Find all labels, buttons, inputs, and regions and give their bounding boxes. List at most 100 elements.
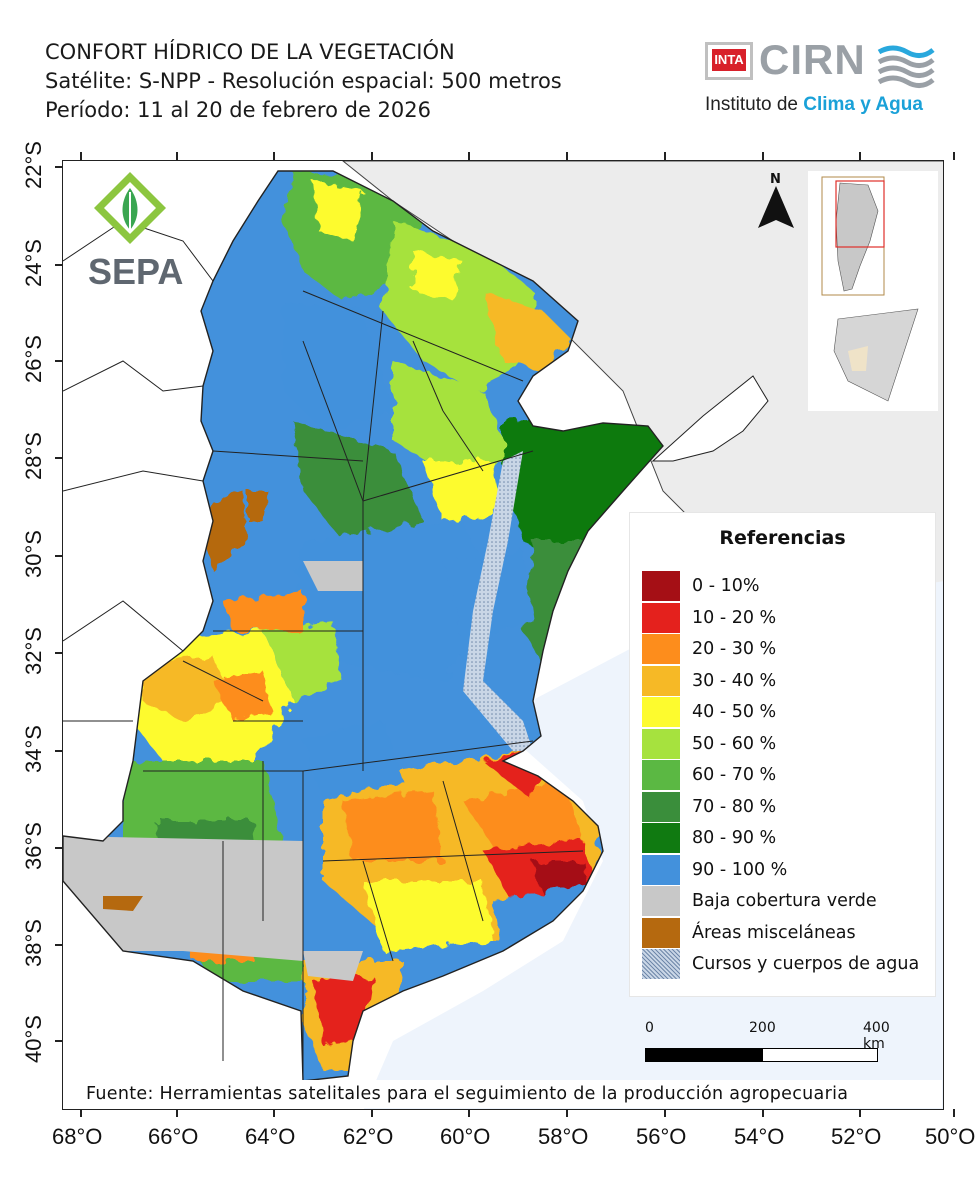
sepa-logo: SEPA [80, 168, 183, 298]
scale-label-200: 200 [749, 1020, 776, 1036]
x-tick-label: 50°O [925, 1124, 975, 1149]
x-tick-mark-top [176, 152, 178, 160]
water-waves-icon [877, 45, 935, 88]
legend-label: Baja cobertura verde [692, 891, 877, 911]
x-tick-mark [176, 1109, 178, 1117]
legend-title: Referencias [719, 527, 846, 549]
x-tick-mark-top [566, 152, 568, 160]
legend-swatch [642, 728, 680, 759]
x-tick-label: 62°O [343, 1124, 394, 1149]
inta-cirn-logo: INTA CIRN Instituto de Clima y Agua [705, 36, 945, 120]
x-tick-label: 60°O [440, 1124, 491, 1149]
scale-bar: 0 200 400 km [645, 1020, 890, 1070]
scale-label-0: 0 [645, 1020, 654, 1036]
legend-swatch [642, 917, 680, 948]
x-tick-mark [371, 1109, 373, 1117]
institute-name: Instituto de Clima y Agua [705, 94, 923, 115]
legend-label: 90 - 100 % [692, 859, 788, 880]
y-tick-label: 22°S [21, 141, 46, 189]
legend-swatch [642, 602, 680, 633]
satellite-info: Satélite: S-NPP - Resolución espacial: 5… [45, 69, 562, 93]
y-tick-mark [55, 555, 63, 557]
legend-label: 80 - 90 % [692, 828, 777, 848]
locator-map-graphic [821, 176, 919, 402]
x-tick-label: 66°O [148, 1124, 199, 1149]
legend-swatch [642, 697, 680, 727]
cirn-logo-text: CIRN [759, 36, 866, 83]
legend-item: 30 - 40 % [642, 665, 777, 696]
x-tick-mark-top [468, 152, 470, 160]
y-tick-label: 40°S [21, 1015, 46, 1063]
legend-swatch [642, 886, 680, 916]
legend-box: Referencias 0 - 10% 10 - 20 % 20 - 30 % 30 … [629, 512, 936, 997]
legend-swatch [642, 634, 680, 664]
x-tick-label: 52°O [831, 1124, 882, 1149]
legend-label: 30 - 40 % [692, 670, 777, 691]
legend-label: 70 - 80 % [692, 796, 777, 817]
legend-swatch [642, 665, 680, 696]
legend-item: 50 - 60 % [642, 728, 777, 759]
scale-bar-white [762, 1048, 878, 1062]
x-tick-mark [762, 1109, 764, 1117]
x-tick-label: 58°O [538, 1124, 589, 1149]
north-arrow: N [758, 172, 798, 236]
inta-logo: INTA [705, 42, 753, 80]
legend-swatch [642, 949, 680, 979]
legend-label: 60 - 70 % [692, 765, 777, 785]
legend-item: 20 - 30 % [642, 634, 776, 664]
legend-label: 10 - 20 % [692, 607, 777, 628]
x-tick-mark-top [371, 152, 373, 160]
x-tick-mark-top [273, 152, 275, 160]
x-tick-mark [566, 1109, 568, 1117]
legend-item: 0 - 10% [642, 571, 759, 601]
y-tick-mark [55, 264, 63, 266]
scale-bar-black [645, 1048, 763, 1062]
source-note: Fuente: Herramientas satelitales para el… [80, 1080, 942, 1108]
y-tick-mark [55, 457, 63, 459]
legend-item: 70 - 80 % [642, 791, 777, 822]
map-header: CONFORT HÍDRICO DE LA VEGETACIÓN Satélit… [45, 38, 562, 125]
legend-swatch [642, 823, 680, 853]
y-tick-label: 24°S [21, 239, 46, 287]
x-tick-mark-top [762, 152, 764, 160]
x-tick-label: 54°O [734, 1124, 785, 1149]
legend-label: 20 - 30 % [692, 639, 777, 659]
legend-item: 10 - 20 % [642, 602, 777, 633]
y-tick-label: 32°S [21, 627, 46, 675]
x-tick-mark-top [80, 152, 82, 160]
x-tick-mark [273, 1109, 275, 1117]
y-tick-mark [55, 944, 63, 946]
y-tick-label: 26°S [21, 335, 46, 383]
legend-swatch [642, 854, 680, 885]
period-info: Período: 11 al 20 de febrero de 2026 [45, 98, 431, 122]
y-tick-mark [55, 750, 63, 752]
legend-item: 60 - 70 % [642, 760, 776, 790]
y-tick-mark [55, 652, 63, 654]
north-label: N [770, 172, 781, 187]
legend-swatch [642, 791, 680, 822]
legend-label: 40 - 50 % [692, 702, 777, 722]
y-tick-label: 28°S [21, 432, 46, 480]
y-tick-label: 34°S [21, 725, 46, 773]
x-tick-mark-top [859, 152, 861, 160]
x-tick-mark [953, 1109, 955, 1117]
x-tick-label: 56°O [636, 1124, 687, 1149]
legend-label: Áreas misceláneas [692, 922, 856, 943]
y-tick-label: 36°S [21, 822, 46, 870]
sepa-leaf-icon [94, 172, 166, 244]
x-tick-mark [80, 1109, 82, 1117]
legend-label: 50 - 60 % [692, 733, 777, 754]
legend-item: 40 - 50 % [642, 697, 776, 727]
y-tick-label: 38°S [21, 919, 46, 967]
legend-item: 80 - 90 % [642, 823, 776, 853]
legend-item: Cursos y cuerpos de agua [642, 949, 919, 979]
y-tick-mark [55, 360, 63, 362]
legend-swatch [642, 760, 680, 790]
x-tick-mark-top [664, 152, 666, 160]
legend-label: 0 - 10% [692, 576, 760, 596]
x-tick-label: 68°O [52, 1124, 103, 1149]
y-tick-mark [55, 1040, 63, 1042]
boundary-lines [63, 170, 664, 1082]
legend-swatch [642, 571, 680, 601]
y-tick-mark [55, 166, 63, 168]
